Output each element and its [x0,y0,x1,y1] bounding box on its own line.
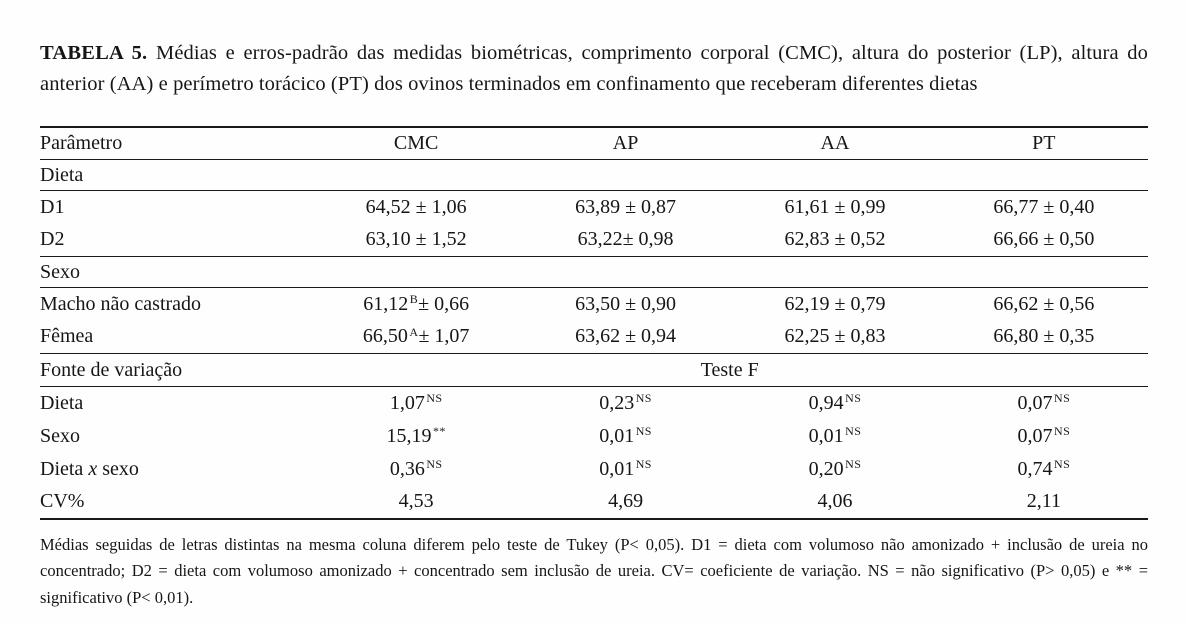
cell-value: 66,77 ± 0,40 [993,195,1095,218]
row-label: Sexo [40,424,80,447]
row-label: D1 [40,195,65,218]
row-label: Macho não castrado [40,292,202,315]
cell-value: 0,07 NS [1017,423,1071,447]
cell-value: 0,94 NS [808,391,862,414]
table-row: D2 63,10 ± 1,52 63,22± 0,98 62,83 ± 0,52 66,… [40,224,1148,257]
row-label: Fonte de variação [40,358,183,381]
cell-value: 0,36 NS [389,456,443,480]
row-label: Fêmea [40,325,94,348]
cell-value: 2,11 [1026,490,1061,512]
section-row: Dieta [40,160,1148,191]
cell-value: 0,20 NS [808,456,862,480]
column-header-ap: AP [612,131,639,154]
table-footnote: Médias seguidas de letras distintas na m… [40,534,1148,607]
table-row: Sexo 15,19 ** 0,01 NS 0,01 NS 0,07 NS [40,420,1148,453]
cell-value: 0,01 NS [599,423,652,447]
cell-value: 66,80 ± 0,35 [993,325,1095,348]
table-row: Dieta 1,07 NS 0,23 NS 0,94 NS 0,07 NS [40,387,1148,420]
cell-value: 15,19 ** [386,423,446,447]
table-row: Dieta x sexo 0,36 NS 0,01 NS 0,20 NS 0,74 NS [40,453,1148,486]
cell-value: 1,07 NS [389,391,443,414]
table-row: D1 64,52 ± 1,06 63,89 ± 0,87 61,61 ± 0,99 66… [40,191,1148,224]
cell-value: 63,89 ± 0,87 [575,195,677,218]
cell-value: 0,07 NS [1017,391,1071,414]
cell-value: 63,62 ± 0,94 [575,325,677,348]
column-header-par-metro: Parâmetro [40,131,123,154]
cell-value: 61,12 B± 0,66 [363,292,470,315]
cell-value: 61,61 ± 0,99 [784,195,886,218]
cell-value: 63,22± 0,98 [577,228,674,251]
cell-value: 66,66 ± 0,50 [993,228,1095,251]
cell-value: 62,83 ± 0,52 [784,228,886,251]
cell-value: 4,69 [608,490,644,512]
table-title-text: Médias e erros-padrão das medidas biomét… [40,42,1148,95]
span-cell: Teste F [700,358,759,381]
cell-value: 0,74 NS [1017,456,1071,480]
cell-value: 0,23 NS [599,391,652,414]
table-body: Dieta D1 64,52 ± 1,06 63,89 ± 0,87 61,61 ± 0… [40,160,1148,519]
section-label: Dieta [40,163,84,186]
table-header-row: Parâmetro CMC AP AA PT [40,127,1148,160]
cell-value: 64,52 ± 1,06 [365,195,467,218]
table-row: CV% 4,53 4,69 4,06 2,11 [40,486,1148,519]
cell-value: 63,10 ± 1,52 [365,228,467,251]
cell-value: 4,53 [398,490,434,512]
section-row: Sexo [40,257,1148,288]
row-label: CV% [40,490,85,512]
cell-value: 63,50 ± 0,90 [575,292,677,315]
cell-value: 66,62 ± 0,56 [993,292,1095,315]
span-header-row: Fonte de variação Teste F [40,354,1148,387]
row-label: Dieta [40,391,84,414]
row-label: Dieta x sexo [40,457,139,480]
column-header-cmc: CMC [393,131,439,154]
cell-value: 0,01 NS [808,423,862,447]
biometrics-table: Parâmetro CMC AP AA PT Dieta D1 64,52 ± 1,06 63… [40,125,1148,520]
cell-value: 66,50 A± 1,07 [362,324,470,348]
table-title-number: TABELA 5. [40,42,148,64]
cell-value: 4,06 [817,490,853,512]
table-title: TABELA 5. Médias e erros-padrão das medi… [40,38,1148,100]
cell-value: 62,25 ± 0,83 [784,325,886,348]
table-row: Macho não castrado 61,12 B± 0,66 63,50 ± 0,… [40,288,1148,321]
cell-value: 0,01 NS [599,456,652,480]
column-header-pt: PT [1032,131,1056,154]
row-label: D2 [40,228,65,251]
section-label: Sexo [40,260,80,283]
cell-value: 62,19 ± 0,79 [784,292,886,315]
table-row: Fêmea 66,50 A± 1,07 63,62 ± 0,94 62,25 ± 0,8… [40,321,1148,354]
column-header-aa: AA [820,131,850,154]
